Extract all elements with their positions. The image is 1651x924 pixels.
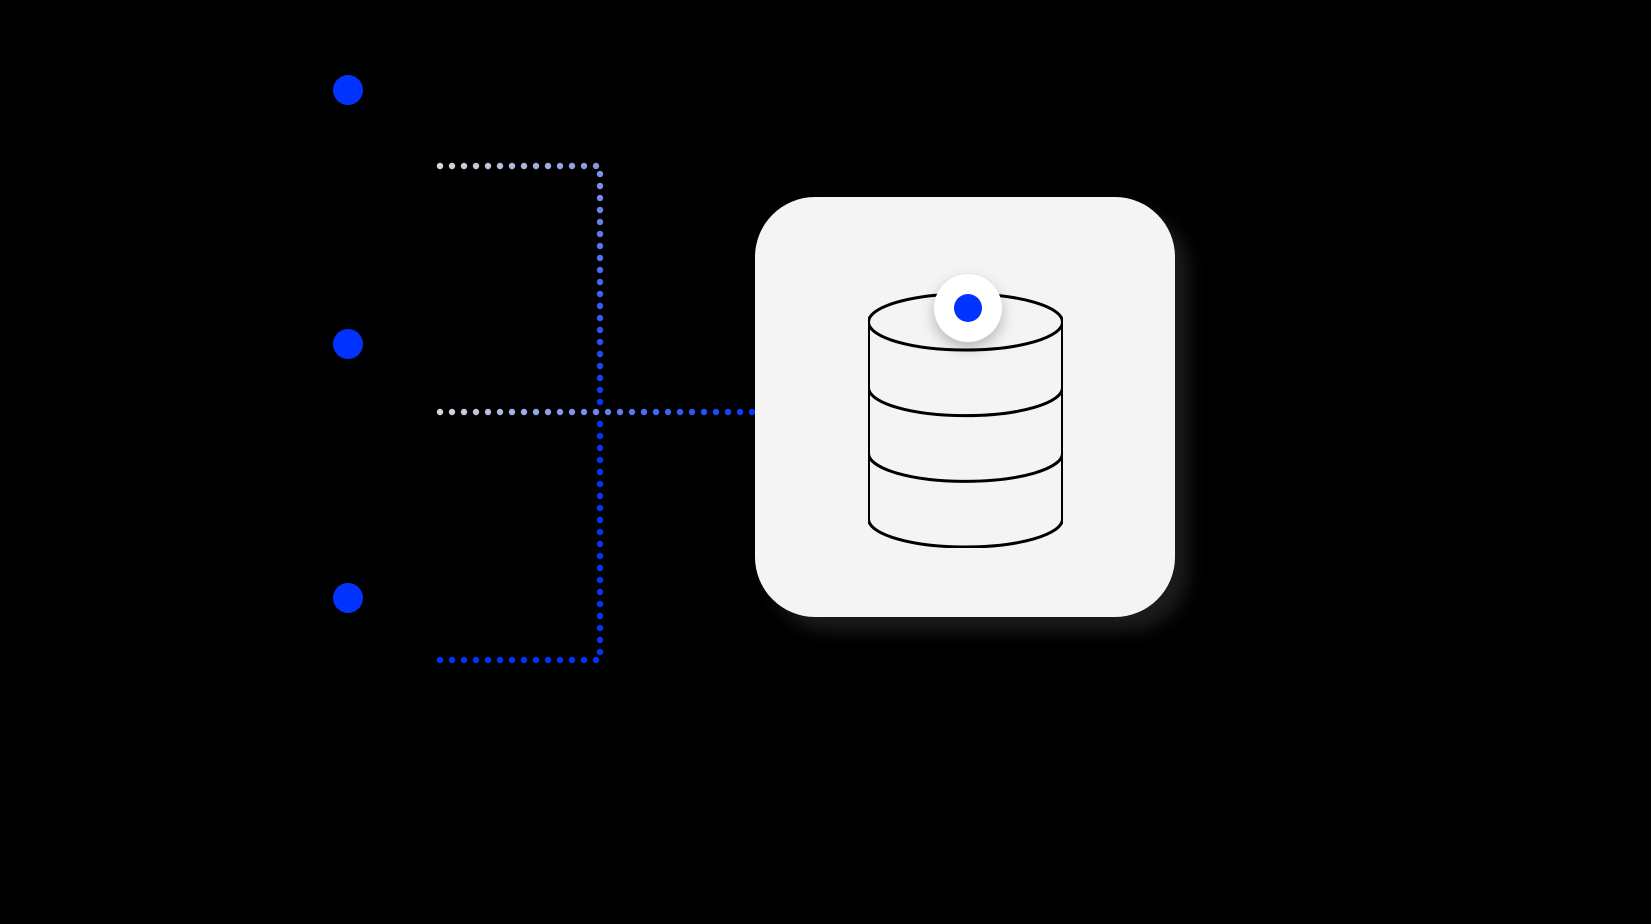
diagram-canvas xyxy=(0,0,1651,924)
database-badge-dot xyxy=(954,294,982,322)
source-dot-2 xyxy=(333,329,363,359)
source-dot-1 xyxy=(333,75,363,105)
source-dot-3 xyxy=(333,583,363,613)
